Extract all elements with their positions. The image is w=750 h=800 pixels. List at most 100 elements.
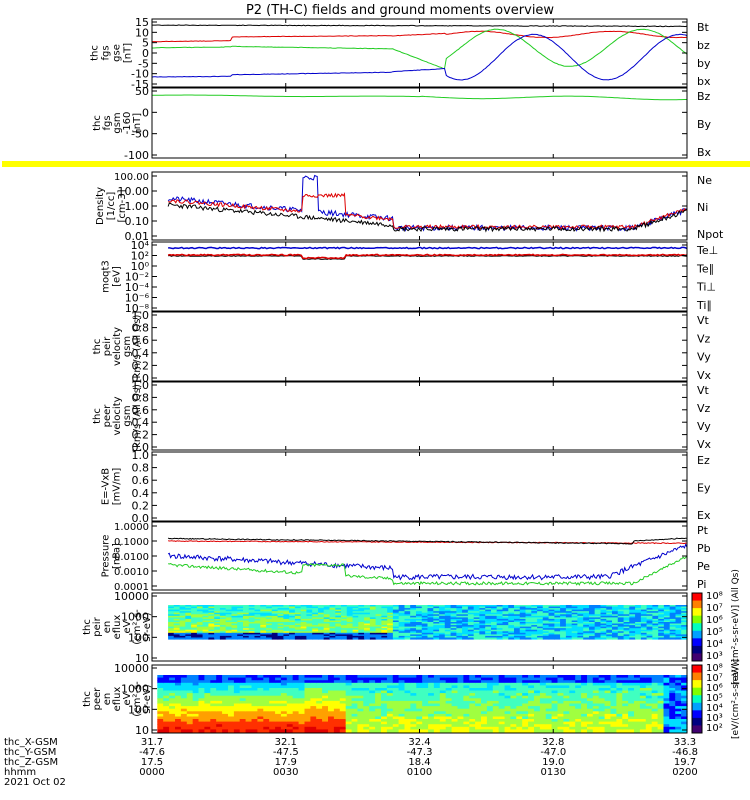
spectrogram-cell xyxy=(563,706,570,710)
spectrogram-cell xyxy=(486,726,494,730)
spectrogram-cell xyxy=(328,726,335,730)
spectrogram-cell xyxy=(352,622,359,625)
spectrogram-cell xyxy=(604,695,612,699)
spectrogram-cell xyxy=(410,706,417,710)
spectrogram-cell xyxy=(462,618,469,621)
spectrogram-cell xyxy=(652,626,659,629)
spectrogram-cell xyxy=(583,620,590,623)
spectrogram-cell xyxy=(404,721,411,725)
spectrogram-cell xyxy=(473,628,481,631)
spectrogram-cell xyxy=(646,612,653,615)
legend-entry: Pi xyxy=(697,578,706,591)
spectrogram-cell xyxy=(364,632,371,635)
spectrogram-cell xyxy=(456,628,463,631)
spectrogram-cell xyxy=(496,629,504,632)
spectrogram-cell xyxy=(491,634,498,637)
spectrogram-cell xyxy=(357,724,364,728)
spectrogram-cell xyxy=(557,713,564,718)
spectrogram-cell xyxy=(634,726,641,730)
y-axis-label: [nPa] xyxy=(112,543,123,569)
spectrogram-cell xyxy=(475,688,482,692)
spectrogram-cell xyxy=(392,682,400,686)
spectrogram-cell xyxy=(352,620,359,623)
spectrogram-cell xyxy=(651,698,659,702)
spectrogram-cell xyxy=(565,617,573,620)
spectrogram-cell xyxy=(508,628,515,631)
colorbar-segment xyxy=(692,600,702,609)
spectrogram-cell xyxy=(357,713,364,718)
spectrogram-cell xyxy=(316,695,323,699)
y-tick-label: 0.6 xyxy=(132,404,150,417)
spectrogram-cell xyxy=(537,605,544,608)
spectrogram-cell xyxy=(416,631,423,634)
spectrogram-cell xyxy=(202,629,209,632)
spectrogram-cell xyxy=(286,698,294,702)
spectrogram-cell xyxy=(323,617,331,620)
spectrogram-cell xyxy=(606,609,613,612)
spectrogram-cell xyxy=(318,620,325,623)
spectrogram-cell xyxy=(645,724,653,728)
spectrogram-cell xyxy=(310,708,317,712)
spectrogram-cell xyxy=(577,625,584,628)
spectrogram-cell xyxy=(289,614,296,617)
spectrogram-cell xyxy=(510,719,517,723)
spectrogram-cell xyxy=(457,693,464,697)
spectrogram-cell xyxy=(163,716,170,720)
spectrogram-cell xyxy=(180,719,188,723)
spectrogram-cell xyxy=(510,682,517,686)
spectrogram-cell xyxy=(528,682,535,686)
spectrogram-cell xyxy=(251,706,258,710)
spectrogram-cell xyxy=(210,726,217,730)
spectrogram-cell xyxy=(516,703,523,707)
spectrogram-cell xyxy=(180,685,188,689)
spectrogram-cell xyxy=(345,675,353,679)
spectrogram-cell xyxy=(675,634,682,637)
spectrogram-cell xyxy=(616,677,623,681)
spectrogram-cell xyxy=(645,695,653,699)
spectrogram-cell xyxy=(516,706,523,710)
spectrogram-cell xyxy=(375,685,382,689)
spectrogram-cell xyxy=(528,703,535,707)
spectrogram-cell xyxy=(239,708,247,712)
spectrogram-cell xyxy=(450,623,457,626)
spectrogram-cell xyxy=(346,620,354,623)
spectrogram-cell xyxy=(163,698,170,702)
spectrogram-cell xyxy=(179,620,186,623)
spectrogram-cell xyxy=(219,615,227,618)
spectrogram-cell xyxy=(222,729,229,733)
spectrogram-cell xyxy=(545,675,553,679)
spectrogram-cell xyxy=(628,726,635,730)
legend-entry: Bt xyxy=(697,21,710,34)
spectrogram-cell xyxy=(539,693,547,697)
spectrogram-cell xyxy=(387,637,394,640)
spectrogram-cell xyxy=(300,620,308,623)
spectrogram-cell xyxy=(266,631,273,634)
spectrogram-cell xyxy=(392,693,400,697)
spectrogram-cell xyxy=(369,631,377,634)
spectrogram-cell xyxy=(469,721,476,725)
spectrogram-cell xyxy=(416,724,423,728)
spectrogram-cell xyxy=(168,611,175,614)
spectrogram-cell xyxy=(333,706,341,710)
spectrogram-cell xyxy=(283,634,290,637)
spectrogram-cell xyxy=(565,635,573,638)
y-tick-label: 100 xyxy=(128,631,149,644)
spectrogram-cell xyxy=(210,695,217,699)
spectrogram-cell xyxy=(658,637,665,640)
spectrogram-cell xyxy=(185,631,192,634)
spectrogram-cell xyxy=(222,690,229,694)
spectrogram-cell xyxy=(351,726,359,730)
y-tick-label: 100 xyxy=(128,703,149,716)
spectrogram-cell xyxy=(254,637,261,640)
spectrogram-cell xyxy=(369,615,377,618)
spectrogram-cell xyxy=(510,721,517,725)
spectrogram-cell xyxy=(260,609,267,612)
spectrogram-cell xyxy=(669,703,676,707)
spectrogram-cell xyxy=(168,629,175,632)
spectrogram-cell xyxy=(651,688,659,692)
spectrogram-cell xyxy=(251,677,258,681)
spectrogram-cell xyxy=(531,622,538,625)
spectrogram-cell xyxy=(510,680,517,684)
spectrogram-cell xyxy=(312,631,319,634)
spectrogram-cell xyxy=(663,724,670,728)
